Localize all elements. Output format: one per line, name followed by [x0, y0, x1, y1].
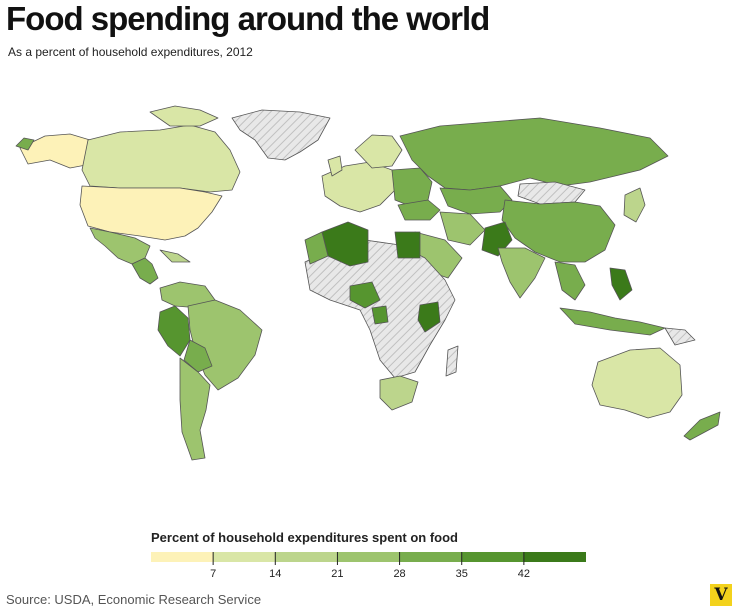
region-peru: [157, 305, 191, 357]
region-egypt: [394, 231, 421, 259]
region-alaska-west: [15, 137, 35, 151]
region-canada-islands: [149, 105, 219, 127]
region-canada: [81, 124, 241, 193]
region-australia: [591, 347, 683, 419]
vox-logo: V: [710, 584, 732, 606]
region-central-america: [131, 257, 159, 285]
legend-swatch: [523, 552, 586, 562]
region-mongolia: [517, 181, 586, 205]
region-korea-japan: [623, 187, 646, 223]
region-papua: [664, 327, 696, 346]
legend-tick-label: 21: [331, 568, 343, 580]
region-madagascar: [445, 345, 459, 377]
region-scandinavia: [354, 134, 403, 169]
region-kenya: [417, 301, 441, 333]
legend-tick-label: 35: [456, 568, 468, 580]
legend-tick-label: 7: [210, 568, 216, 580]
region-southeast-asia: [554, 261, 586, 301]
region-uk: [327, 155, 343, 177]
region-greenland: [231, 109, 331, 161]
region-russia: [399, 117, 669, 191]
legend-tick-label: 42: [518, 568, 530, 580]
region-india: [497, 247, 546, 299]
legend-title: Percent of household expenditures spent …: [151, 530, 458, 545]
legend-swatch: [337, 552, 400, 562]
region-china: [501, 199, 616, 263]
region-argentina-chile: [179, 357, 211, 461]
region-kazakhstan: [439, 185, 513, 215]
chart-subtitle: As a percent of household expenditures, …: [8, 45, 253, 59]
legend-swatch: [213, 552, 276, 562]
region-south-africa: [379, 375, 419, 411]
legend-swatch: [399, 552, 462, 562]
region-new-zealand: [683, 411, 721, 441]
legend-tick-label: 14: [269, 568, 281, 580]
region-bolivia: [183, 339, 213, 373]
region-morocco: [304, 231, 329, 265]
world-map: [15, 105, 721, 461]
region-caribbean: [159, 249, 191, 263]
source-note: Source: USDA, Economic Research Service: [6, 592, 262, 607]
region-indonesia: [559, 307, 666, 336]
legend-swatch: [275, 552, 338, 562]
region-turkey: [397, 199, 441, 221]
chart-title: Food spending around the world: [6, 0, 490, 37]
region-usa: [79, 185, 223, 241]
region-nigeria: [349, 281, 381, 309]
region-iran: [439, 211, 486, 246]
legend-scale: 7 14 21 28 35 42: [151, 552, 586, 580]
legend-swatch: [151, 552, 214, 562]
region-philippines: [609, 267, 633, 301]
region-western-europe: [321, 161, 396, 213]
legend-tick-label: 28: [393, 568, 405, 580]
legend-swatch: [461, 552, 524, 562]
region-cameroon: [371, 305, 389, 325]
